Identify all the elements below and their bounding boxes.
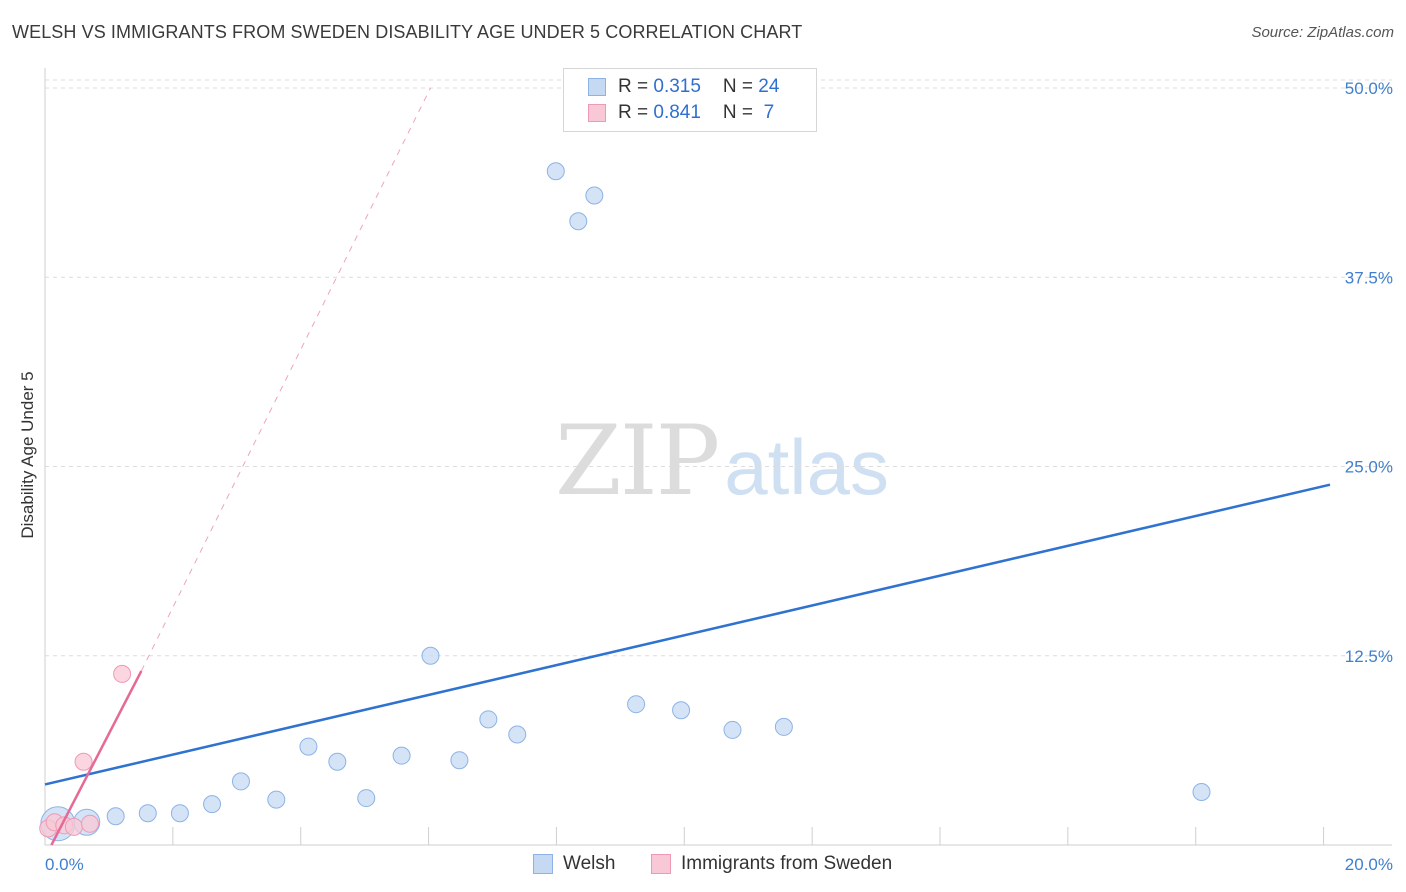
welsh-point [328,752,347,771]
x-tick-label: 0.0% [45,855,84,874]
welsh-point [627,695,646,714]
watermark-zip: ZIP [555,405,720,517]
welsh-point [450,751,469,770]
legend-n-label: N = [722,102,759,123]
legend-row-welsh: R = 0.315 N = 24 [588,75,779,99]
welsh-point [774,717,793,736]
welsh-point [546,162,565,181]
welsh-point [357,789,376,808]
bottom-legend-label: Welsh [563,853,616,874]
y-tick-label: 50.0% [1345,79,1393,98]
sweden-point [74,752,93,771]
welsh-point [267,790,286,809]
legend-r-value: 0.315 [653,76,701,97]
source-credit: Source: ZipAtlas.com [1251,24,1394,41]
welsh-point [723,720,742,739]
x-tick-label: 20.0% [1345,855,1393,874]
legend-r-value: 0.841 [653,102,701,123]
legend-swatch-welsh [588,78,606,96]
welsh-point [170,804,189,823]
y-tick-label: 37.5% [1345,268,1393,287]
sweden-trendline-extension [140,87,431,672]
bottom-legend-swatch-sweden [651,854,671,874]
sweden-point [80,814,99,833]
bottom-legend-sweden: Immigrants from Sweden [651,852,892,876]
welsh-point [231,772,250,791]
legend-swatch-sweden [588,104,606,122]
welsh-point [106,807,125,826]
y-tick-label: 25.0% [1345,458,1393,477]
welsh-trendline [44,483,1331,786]
welsh-point [299,737,318,756]
welsh-point [672,701,691,720]
welsh-point [569,212,588,231]
welsh-point [1192,783,1211,802]
legend-row-sweden: R = 0.841 N = 7 [588,101,774,125]
welsh-point [585,186,604,205]
welsh-point [392,746,411,765]
bottom-legend-swatch-welsh [533,854,553,874]
welsh-point [138,804,157,823]
legend-n-label: N = [722,76,759,97]
correlation-legend: R = 0.315 N = 24 R = 0.841 N = 7 [563,68,817,132]
legend-r-label: R = [618,102,654,123]
welsh-point [203,795,222,814]
legend-n-value: 7 [758,102,775,123]
chart-title: WELSH VS IMMIGRANTS FROM SWEDEN DISABILI… [12,22,803,42]
legend-r-label: R = [618,76,654,97]
sweden-point [64,817,83,836]
welsh-point [508,725,527,744]
y-tick-label: 12.5% [1345,647,1393,666]
legend-n-value: 24 [758,76,780,97]
welsh-point [421,646,440,665]
bottom-legend-welsh: Welsh [533,852,615,876]
bottom-legend-label: Immigrants from Sweden [681,853,893,874]
sweden-trendline [50,670,143,846]
sweden-point [113,664,132,683]
welsh-point [479,710,498,729]
